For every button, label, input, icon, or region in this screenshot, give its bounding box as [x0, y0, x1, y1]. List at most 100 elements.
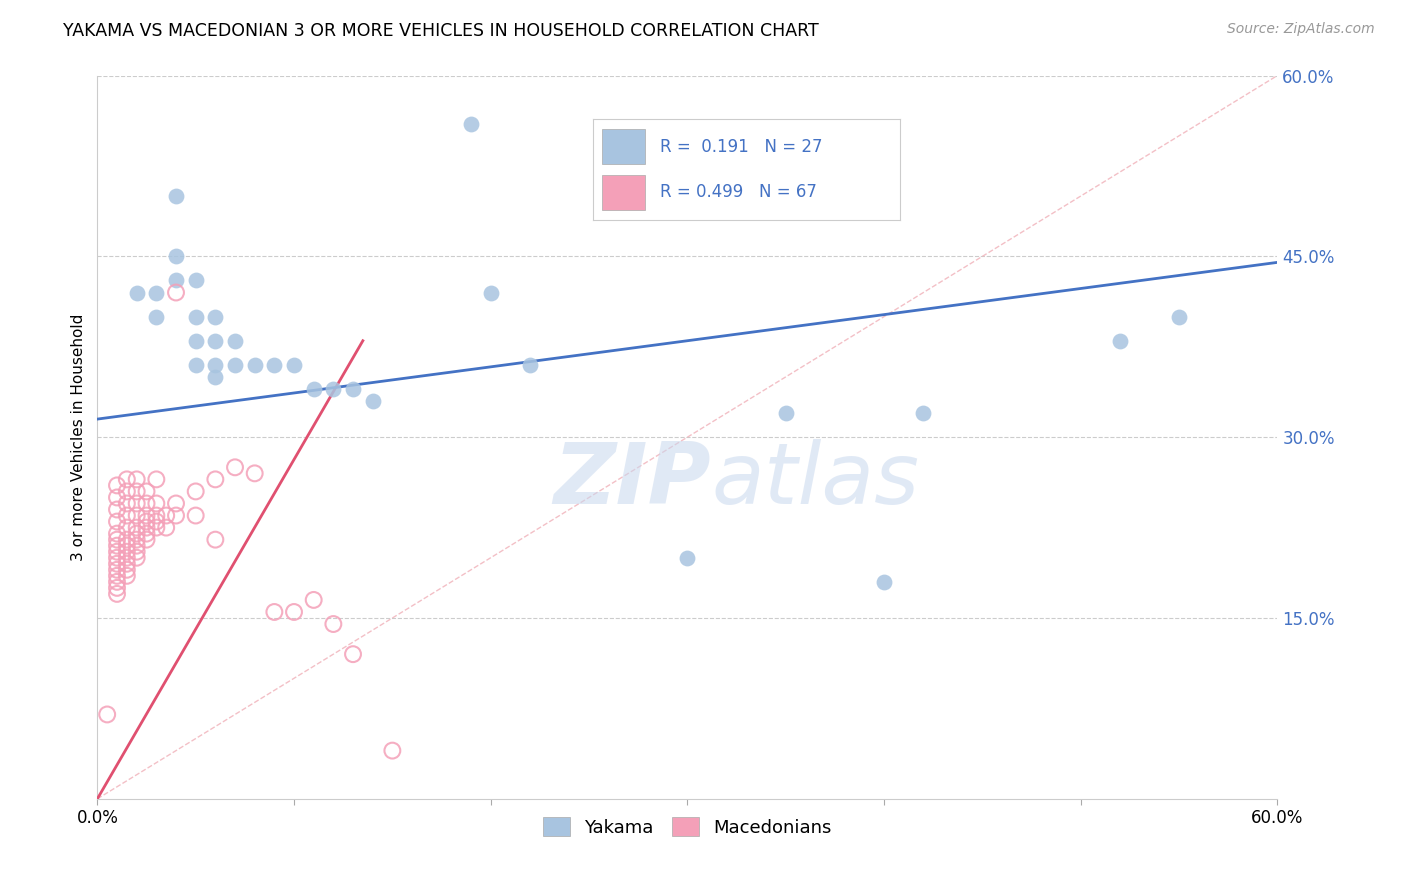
Point [115, 557, 138, 571]
Point [184, 334, 207, 348]
Point [105, 587, 128, 601]
Point [155, 520, 177, 534]
Point [519, 358, 541, 372]
Point [1109, 334, 1132, 348]
Point [775, 406, 797, 420]
Point [283, 358, 305, 372]
Point [145, 508, 167, 523]
Point [302, 593, 325, 607]
Point [105, 491, 128, 505]
Point [115, 545, 138, 559]
Point [243, 358, 266, 372]
Point [125, 520, 148, 534]
Point [361, 394, 384, 409]
Point [105, 569, 128, 583]
Point [322, 617, 344, 632]
Point [125, 496, 148, 510]
Point [381, 743, 404, 757]
Point [125, 533, 148, 547]
Point [145, 520, 167, 534]
Point [204, 370, 226, 384]
Text: Source: ZipAtlas.com: Source: ZipAtlas.com [1227, 22, 1375, 37]
Point [125, 285, 148, 300]
Point [263, 605, 285, 619]
Point [125, 539, 148, 553]
Point [115, 539, 138, 553]
Point [115, 563, 138, 577]
Point [105, 515, 128, 529]
Point [224, 460, 246, 475]
Point [165, 508, 187, 523]
Text: atlas: atlas [711, 439, 920, 522]
Point [204, 310, 226, 324]
Text: YAKAMA VS MACEDONIAN 3 OR MORE VEHICLES IN HOUSEHOLD CORRELATION CHART: YAKAMA VS MACEDONIAN 3 OR MORE VEHICLES … [63, 22, 820, 40]
Text: ZIP: ZIP [554, 439, 711, 522]
Point [105, 502, 128, 516]
Point [165, 496, 187, 510]
Point [125, 545, 148, 559]
Point [105, 563, 128, 577]
Point [204, 533, 226, 547]
Point [145, 472, 167, 486]
Point [155, 508, 177, 523]
Point [135, 496, 157, 510]
Point [145, 285, 167, 300]
Point [165, 285, 187, 300]
Point [135, 520, 157, 534]
Point [135, 484, 157, 499]
Point [460, 117, 482, 131]
Point [125, 550, 148, 565]
Point [115, 508, 138, 523]
Point [105, 557, 128, 571]
Point [912, 406, 935, 420]
Point [184, 273, 207, 287]
Point [125, 484, 148, 499]
Point [115, 520, 138, 534]
Point [115, 496, 138, 510]
Point [135, 508, 157, 523]
Point [105, 581, 128, 595]
Point [224, 358, 246, 372]
Point [105, 526, 128, 541]
Point [115, 533, 138, 547]
Point [184, 358, 207, 372]
Point [105, 478, 128, 492]
Point [184, 310, 207, 324]
Point [184, 508, 207, 523]
Point [479, 285, 502, 300]
Point [676, 550, 699, 565]
Point [125, 526, 148, 541]
Point [105, 545, 128, 559]
Point [115, 484, 138, 499]
Point [873, 574, 896, 589]
Point [342, 647, 364, 661]
Point [145, 310, 167, 324]
Point [125, 472, 148, 486]
Point [105, 550, 128, 565]
Point [302, 382, 325, 396]
Point [145, 496, 167, 510]
Point [263, 358, 285, 372]
Point [204, 358, 226, 372]
Point [115, 569, 138, 583]
Point [135, 515, 157, 529]
Y-axis label: 3 or more Vehicles in Household: 3 or more Vehicles in Household [72, 313, 86, 561]
Point [125, 508, 148, 523]
Point [135, 526, 157, 541]
Point [243, 467, 266, 481]
Point [115, 550, 138, 565]
Point [204, 334, 226, 348]
Point [165, 273, 187, 287]
Point [105, 533, 128, 547]
Point [204, 472, 226, 486]
Point [105, 539, 128, 553]
Point [105, 574, 128, 589]
Point [165, 249, 187, 263]
Point [135, 533, 157, 547]
Point [342, 382, 364, 396]
Point [322, 382, 344, 396]
Point [184, 484, 207, 499]
Legend: Yakama, Macedonians: Yakama, Macedonians [536, 810, 839, 844]
Point [115, 472, 138, 486]
Point [96, 707, 118, 722]
